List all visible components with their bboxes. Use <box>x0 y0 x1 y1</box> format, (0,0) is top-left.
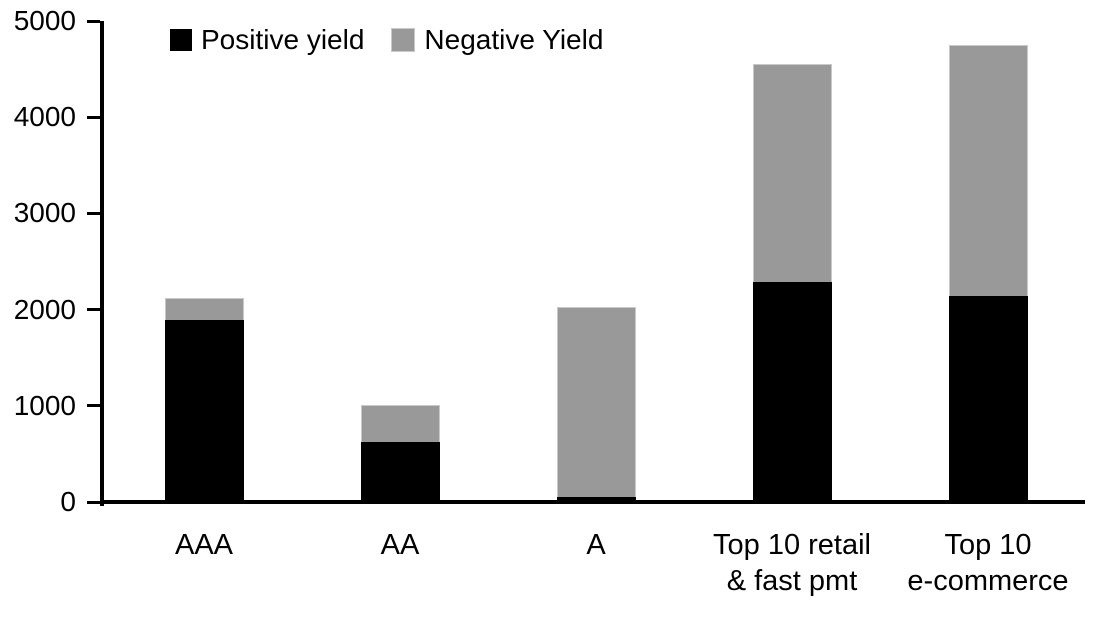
legend-item-negative-yield: Negative Yield <box>391 26 603 54</box>
y-axis-tick-label: 1000 <box>13 389 76 421</box>
y-axis-tick-label: 5000 <box>13 5 76 36</box>
x-axis-label-aa: AA <box>380 529 420 561</box>
bar-aa-positive-yield <box>360 442 440 502</box>
y-axis-line <box>100 21 104 506</box>
x-axis-label-top-10-e-commerce: Top 10 e-commerce <box>907 529 1069 597</box>
x-axis-label-a: A <box>586 529 606 561</box>
bar-a-positive-yield <box>556 497 636 502</box>
y-axis-tick <box>87 211 100 215</box>
bar-a-negative-yield <box>556 306 636 498</box>
y-axis-tick-label: 0 <box>60 486 76 517</box>
bar-top-10-retail-fast-pmt-positive-yield <box>752 281 832 502</box>
x-axis-label-aaa: AAA <box>174 529 234 561</box>
bar-top-10-retail-fast-pmt-negative-yield <box>752 64 832 282</box>
negative-yield-legend-swatch-icon <box>391 28 416 52</box>
chart-legend: Positive yield Negative Yield <box>170 26 603 54</box>
y-axis-tick <box>87 500 100 504</box>
y-axis-tick-label: 2000 <box>13 293 76 325</box>
y-axis-tick <box>87 308 100 312</box>
x-axis-label-top-10-retail-fast-pmt: Top 10 retail & fast pmt <box>713 529 871 597</box>
y-axis-tick-label: 3000 <box>13 197 76 229</box>
positive-yield-legend-label: Positive yield <box>201 24 365 55</box>
bar-aaa-negative-yield <box>164 298 244 321</box>
bar-aaa-positive-yield <box>164 320 244 502</box>
bar-aa-negative-yield <box>360 404 440 443</box>
legend-item-positive-yield: Positive yield <box>170 26 364 54</box>
positive-yield-legend-swatch-icon <box>170 29 192 51</box>
negative-yield-legend-label: Negative Yield <box>424 24 604 55</box>
y-axis-tick <box>87 19 100 23</box>
x-axis-line <box>100 500 1085 504</box>
bar-top-10-e-commerce-positive-yield <box>948 296 1028 502</box>
y-axis-tick <box>87 115 100 119</box>
y-axis-tick-label: 4000 <box>13 101 76 133</box>
bar-top-10-e-commerce-negative-yield <box>948 45 1028 297</box>
y-axis-tick <box>87 404 100 408</box>
